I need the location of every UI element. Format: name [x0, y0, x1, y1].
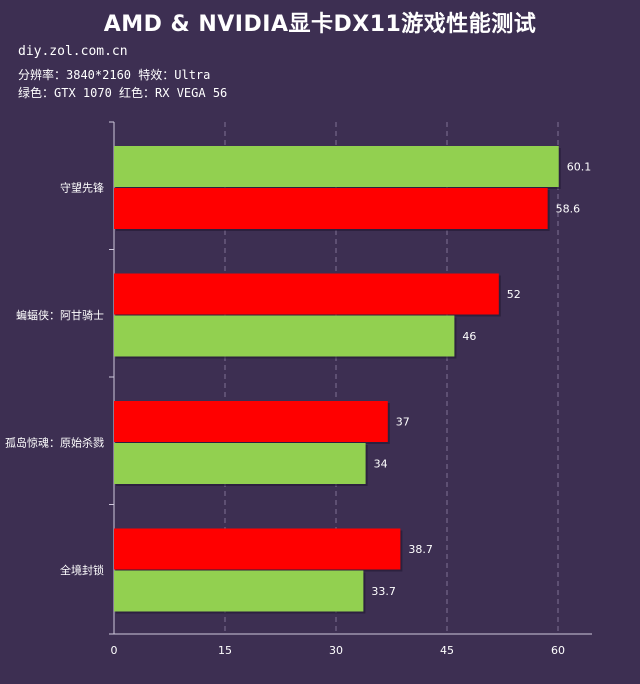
chart-title: AMD & NVIDIA显卡DX11游戏性能测试	[103, 12, 537, 37]
x-tick-label: 15	[218, 644, 232, 657]
data-label: 33.7	[371, 585, 396, 598]
x-tick-label: 60	[551, 644, 565, 657]
bar-green	[114, 315, 455, 357]
x-tick-label: 30	[329, 644, 343, 657]
x-tick-label: 45	[440, 644, 454, 657]
data-label: 37	[396, 416, 410, 429]
bar-green	[114, 570, 364, 612]
category-label: 全境封锁	[60, 563, 104, 577]
data-label: 46	[462, 330, 476, 343]
site-url: diy.zol.com.cn	[18, 44, 128, 59]
bar-red	[114, 273, 499, 315]
data-label: 52	[507, 288, 521, 301]
category-label: 孤岛惊魂：原始杀戮	[5, 436, 104, 450]
data-label: 58.6	[556, 203, 581, 216]
x-tick-label: 0	[111, 644, 118, 657]
color-legend-note: 绿色：GTX 1070 红色：RX VEGA 56	[18, 86, 228, 100]
test-settings: 分辨率：3840*2160 特效：Ultra	[18, 68, 211, 82]
category-label: 蝙蝠侠：阿甘骑士	[16, 308, 104, 322]
bar-green	[114, 443, 366, 484]
data-label: 38.7	[408, 543, 433, 556]
data-label: 60.1	[567, 161, 592, 174]
category-label: 守望先锋	[60, 181, 104, 195]
bar-red	[114, 188, 548, 229]
data-label: 34	[374, 458, 388, 471]
bar-green	[114, 146, 559, 187]
bar-red	[114, 401, 388, 442]
bar-red	[114, 528, 401, 570]
